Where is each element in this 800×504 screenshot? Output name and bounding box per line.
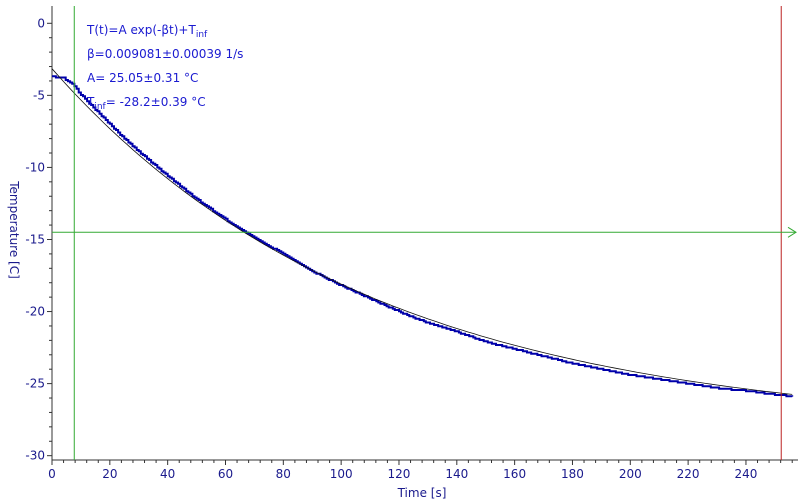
x-tick-label: 100 [330, 467, 353, 481]
x-tick-label: 220 [677, 467, 700, 481]
fit-beta: β=0.009081±0.00039 1/s [87, 47, 243, 61]
fit-equation: T(t)=A exp(-βt)+Tinf [86, 23, 208, 40]
x-tick-label: 240 [735, 467, 758, 481]
plot-axes [51, 6, 798, 461]
x-axis-ticks: 0 20 40 60 80 100 120 140 160 180 200 220 240 [48, 460, 793, 481]
x-tick-label: 140 [445, 467, 468, 481]
y-tick-label: -25 [25, 377, 45, 391]
y-tick-label: -30 [25, 449, 45, 463]
series-group [51, 68, 794, 398]
y-tick-label: 0 [37, 16, 45, 30]
cursor-arrow-icon [787, 226, 797, 238]
fit-curve-line [51, 68, 793, 395]
fit-annotation: T(t)=A exp(-βt)+Tinf β=0.009081±0.00039 … [86, 23, 243, 112]
y-tick-label: -5 [33, 88, 45, 102]
x-tick-label: 160 [503, 467, 526, 481]
x-tick-label: 200 [619, 467, 642, 481]
x-tick-label: 80 [276, 467, 291, 481]
x-tick-label: 60 [218, 467, 233, 481]
x-tick-label: 40 [160, 467, 175, 481]
fit-tinf: Tinf= -28.2±0.39 °C [86, 95, 206, 112]
y-tick-label: -20 [25, 305, 45, 319]
x-tick-label: 20 [102, 467, 117, 481]
x-tick-label: 120 [388, 467, 411, 481]
y-tick-label: -15 [25, 232, 45, 246]
x-axis-title: Time [s] [397, 486, 447, 500]
y-axis-title: Temperature [C] [7, 180, 21, 279]
x-tick-label: 180 [561, 467, 584, 481]
fit-amplitude: A= 25.05±0.31 °C [87, 71, 198, 85]
y-axis-ticks: 0 -5 -10 -15 -20 -25 -30 [25, 16, 52, 463]
cursor-lines[interactable] [52, 6, 797, 460]
x-tick-label: 0 [48, 467, 56, 481]
data-series-line [52, 75, 794, 398]
y-tick-label: -10 [25, 160, 45, 174]
